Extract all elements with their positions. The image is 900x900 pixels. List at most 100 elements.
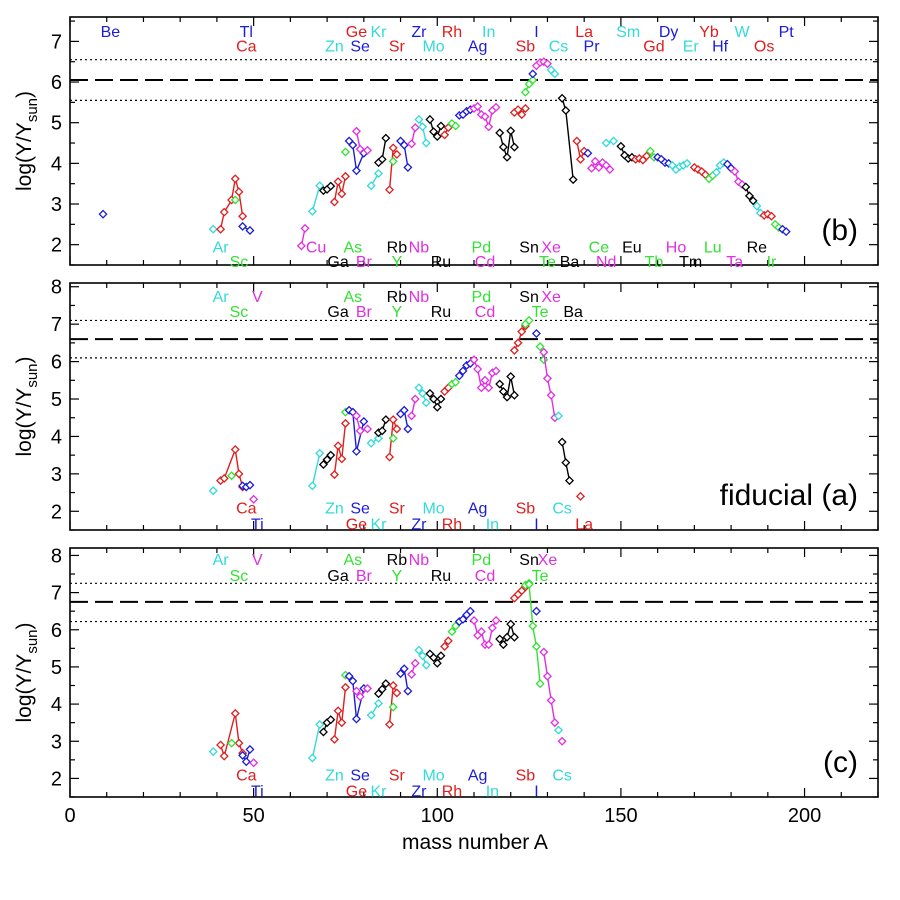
element-label: Cd (475, 254, 495, 271)
data-point (432, 402, 442, 412)
data-point (373, 698, 384, 708)
element-label: Br (356, 254, 373, 271)
element-label: Y (392, 254, 403, 271)
y-tick-label: 5 (51, 657, 62, 679)
element-label: Rb (387, 289, 408, 306)
data-point (469, 615, 479, 625)
data-point (421, 660, 431, 670)
series-cyan (752, 201, 765, 218)
series-red (440, 636, 453, 652)
element-label: Ge (346, 517, 367, 534)
element-label: As (343, 289, 362, 306)
element-label: Ir (767, 254, 777, 271)
element-label: Ba (563, 304, 583, 321)
data-point (737, 179, 747, 190)
data-point (340, 682, 350, 692)
data-point (396, 669, 406, 679)
data-point (366, 181, 376, 191)
data-point (362, 683, 373, 693)
data-point (425, 114, 435, 124)
element-label: In (482, 24, 495, 41)
data-point (520, 103, 530, 113)
data-point (531, 641, 541, 652)
data-point (392, 688, 402, 698)
element-label: Ar (213, 240, 230, 257)
data-point (326, 715, 336, 725)
data-point (484, 383, 494, 393)
element-label: Ge (346, 783, 367, 800)
data-point (318, 459, 328, 470)
data-point (362, 424, 373, 434)
element-label: Ca (236, 768, 257, 785)
series-magenta (557, 736, 567, 746)
element-label: Y (392, 568, 403, 585)
element-label: Cs (552, 768, 572, 785)
element-label: Sm (616, 24, 640, 41)
data-point (407, 669, 417, 679)
data-point (307, 753, 317, 763)
series-green (447, 118, 461, 131)
data-point (568, 175, 578, 185)
data-point (473, 364, 483, 374)
element-label: Mo (422, 38, 444, 55)
data-point (645, 146, 655, 156)
data-point (480, 112, 490, 122)
y-tick-label: 2 (51, 768, 62, 790)
data-point (315, 181, 325, 191)
data-point (362, 145, 373, 155)
data-point (98, 209, 108, 219)
data-point (348, 140, 358, 150)
data-point (451, 121, 461, 131)
series-red (329, 682, 350, 744)
series-cyan (553, 411, 563, 421)
data-point (682, 158, 692, 168)
data-point (484, 640, 494, 650)
series-line (311, 185, 321, 212)
element-label: Gd (643, 38, 664, 55)
data-point (561, 458, 571, 468)
series-green (520, 315, 534, 329)
data-point (373, 689, 384, 699)
data-point (546, 695, 556, 705)
data-point (337, 454, 347, 464)
element-label: Br (356, 304, 373, 321)
data-point (730, 166, 740, 177)
data-point (381, 133, 391, 143)
series-magenta (351, 411, 373, 436)
element-label: Ti (251, 783, 264, 800)
data-point (498, 640, 508, 650)
element-label: Ag (468, 38, 488, 55)
data-point (465, 606, 475, 616)
data-point (447, 627, 457, 637)
series-black (557, 93, 578, 185)
data-point (564, 476, 575, 486)
data-point (609, 136, 619, 146)
data-point (392, 149, 402, 159)
element-label: I (534, 24, 538, 41)
element-label: Sr (389, 501, 406, 518)
data-point (539, 647, 549, 657)
element-label: Se (350, 38, 370, 55)
data-point (326, 450, 336, 460)
series-green (388, 702, 398, 712)
element-label: Ge (346, 24, 367, 41)
data-point (410, 658, 420, 668)
data-point (476, 383, 486, 393)
data-point (572, 136, 582, 146)
data-point (414, 645, 424, 655)
series-blue (344, 671, 369, 724)
element-label: Tm (679, 254, 702, 271)
series-cyan (711, 158, 729, 177)
element-label: Rh (442, 24, 462, 41)
data-point (443, 636, 453, 646)
series-red (329, 418, 350, 480)
data-point (407, 411, 417, 421)
series-magenta (730, 166, 747, 190)
data-point (575, 491, 586, 501)
series-red (689, 162, 710, 180)
data-point (480, 375, 490, 385)
data-point (781, 227, 791, 237)
series-magenta (249, 494, 259, 504)
data-point (355, 426, 365, 436)
